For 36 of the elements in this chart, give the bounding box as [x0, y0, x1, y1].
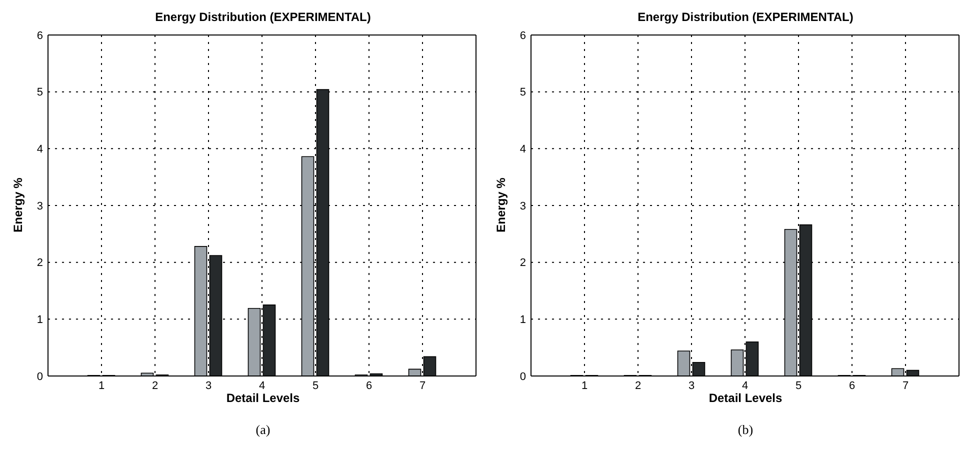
y-tick-label: 3	[36, 200, 43, 212]
y-axis-title: Energy %	[494, 176, 508, 234]
x-tick-label: 7	[419, 380, 426, 392]
y-tick-label: 2	[36, 257, 43, 270]
y-axis-title: Energy %	[11, 176, 25, 234]
x-axis-title: Detail Levels	[225, 391, 301, 405]
x-tick-label: 7	[902, 380, 908, 392]
text: (a)	[254, 422, 272, 438]
x-tick-label: 4	[741, 380, 748, 392]
y-tick-label: 4	[36, 144, 43, 156]
y-tick-label: 1	[519, 314, 526, 326]
x-tick-label: 2	[634, 380, 641, 392]
y-tick-label: 6	[519, 30, 526, 42]
y-tick-label: 0	[36, 370, 43, 383]
x-tick-label: 1	[98, 380, 105, 392]
x-tick-label: 6	[366, 380, 372, 392]
x-tick-label: 2	[152, 380, 158, 392]
text: (b)	[736, 422, 754, 438]
chart-title: Energy Distribution (EXPERIMENTAL)	[154, 10, 372, 24]
y-tick-label: 5	[36, 86, 43, 99]
x-tick-label: 3	[205, 380, 212, 392]
x-tick-label: 5	[794, 380, 802, 392]
x-tick-label: 3	[688, 380, 694, 392]
x-tick-label: 1	[580, 380, 588, 392]
y-tick-label: 2	[519, 257, 526, 270]
y-tick-label: 5	[519, 86, 526, 99]
y-tick-label: 0	[519, 370, 526, 383]
y-tick-label: 4	[519, 144, 526, 156]
x-tick-label: 4	[258, 380, 266, 392]
x-tick-label: 6	[848, 380, 855, 392]
x-axis-title: Detail Levels	[708, 391, 784, 405]
y-tick-label: 3	[519, 200, 526, 212]
y-tick-label: 1	[36, 314, 43, 326]
chart-title: Energy Distribution (EXPERIMENTAL)	[636, 10, 854, 24]
y-tick-label: 6	[36, 30, 43, 42]
x-tick-label: 5	[312, 380, 319, 392]
